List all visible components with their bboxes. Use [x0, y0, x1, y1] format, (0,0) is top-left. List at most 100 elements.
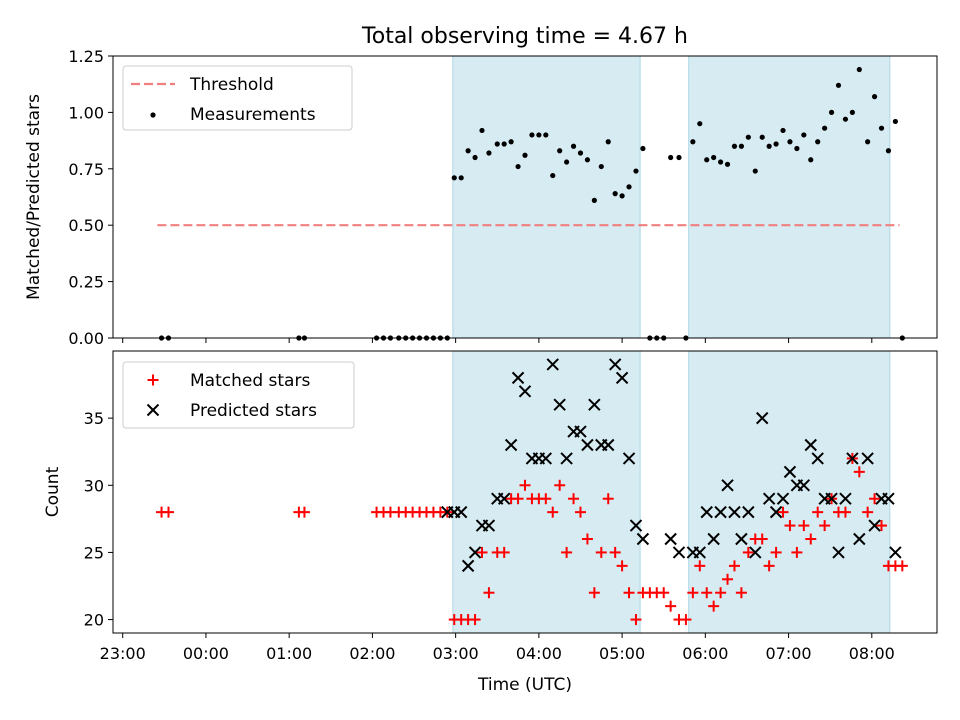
matched-star-marker — [476, 546, 488, 558]
cross-b — [861, 452, 874, 465]
measurement-point — [605, 139, 611, 145]
legend-threshold-label: Threshold — [189, 75, 274, 95]
predicted-star-marker — [482, 519, 496, 532]
measurement-point — [822, 125, 828, 131]
cross-b — [832, 546, 845, 559]
predicted-star-marker — [839, 492, 852, 505]
cross-b — [728, 505, 741, 519]
predicted-star-marker — [693, 546, 706, 559]
cross-b — [581, 438, 594, 452]
legend-box — [122, 361, 355, 429]
measurement-point — [676, 154, 682, 161]
matched-star-marker — [742, 546, 754, 558]
measurement-point — [731, 143, 738, 149]
matched-star-marker — [512, 493, 524, 505]
cross-b — [482, 519, 496, 532]
top-x-axis — [122, 338, 873, 343]
cross-b — [882, 492, 895, 505]
matched-star-marker — [839, 506, 851, 518]
cross-b — [546, 358, 559, 371]
bottom-x-axis-label: Time (UTC) — [477, 675, 572, 695]
predicted-star-marker — [511, 371, 525, 385]
shaded-span-2 — [688, 55, 891, 339]
measurement-point — [501, 141, 507, 147]
measurement-point — [801, 132, 807, 138]
cross-b — [615, 371, 629, 385]
cross-b — [846, 452, 859, 465]
legend-predicted-label: Predicted stars — [190, 401, 317, 421]
measurement-point — [584, 157, 591, 163]
predicted-star-marker — [776, 492, 790, 505]
cross-b — [574, 425, 587, 438]
cross-b — [693, 546, 706, 559]
cross-b — [461, 559, 475, 573]
cross-b — [797, 479, 811, 492]
matched-star-marker — [777, 506, 789, 518]
y-tick-label: 1.00 — [68, 103, 104, 122]
cross-b — [742, 505, 755, 519]
predicted-star-marker — [882, 492, 895, 505]
cross-b — [889, 546, 902, 559]
measurement-point — [591, 197, 597, 203]
predicted-star-marker — [454, 505, 468, 519]
matched-star-marker — [798, 520, 810, 532]
predicted-star-marker — [629, 519, 643, 532]
predicted-star-marker — [797, 479, 811, 492]
bottom-panel: 20 25 30 35 23:00 00:00 01:00 02:00 03:00 04:00 0… — [43, 350, 938, 695]
cross-b — [636, 532, 650, 546]
matched-star-marker — [602, 493, 614, 505]
measurement-point — [724, 161, 731, 167]
legend-predicted-swatch — [146, 403, 160, 417]
cross-b — [454, 505, 468, 519]
top-axes-frame — [112, 55, 938, 339]
matched-star-marker — [561, 546, 573, 558]
cross-b — [825, 492, 838, 505]
measurement-point — [842, 116, 849, 122]
measurement-point — [529, 132, 535, 138]
matched-star-marker — [609, 546, 621, 558]
cross-b — [539, 452, 553, 465]
measurement-point — [515, 163, 521, 170]
y-tick-label: 0.75 — [68, 160, 104, 179]
measurement-point — [773, 141, 779, 147]
predicted-star-marker — [574, 425, 587, 438]
matched-star-marker — [588, 587, 600, 599]
cross-b — [868, 519, 881, 532]
predicted-star-marker — [721, 479, 734, 492]
predicted-star-marker — [672, 546, 686, 559]
predicted-star-marker — [518, 385, 532, 398]
matched-star-marker — [616, 560, 628, 572]
predicted-star-marker — [664, 532, 677, 546]
predicted-star-marker — [622, 452, 636, 465]
y-tick-label: 0.50 — [68, 216, 104, 235]
measurement-point — [828, 109, 835, 115]
legend-measurements-label: Measurements — [190, 105, 316, 125]
measurement-point — [522, 152, 528, 158]
matched-star-marker — [630, 614, 642, 626]
top-shaded-spans — [452, 55, 891, 339]
y-tick-label: 1.25 — [68, 47, 104, 66]
matched-star-marker — [519, 479, 531, 491]
measurement-point — [892, 118, 898, 125]
cross-b — [762, 492, 776, 505]
predicted-star-marker — [811, 452, 824, 465]
predicted-star-marker — [615, 371, 629, 385]
x-tick-label: 03:00 — [433, 644, 479, 663]
measurement-point — [465, 148, 471, 154]
x-tick-label: 06:00 — [682, 644, 728, 663]
measurement-point — [598, 163, 604, 170]
matched-star-marker — [469, 614, 481, 626]
measurement-point — [787, 139, 793, 145]
cross-b — [700, 505, 713, 519]
measurement-point — [794, 145, 800, 152]
predicted-star-marker — [742, 505, 755, 519]
matched-star-marker — [483, 587, 495, 599]
predicted-star-marker — [769, 505, 783, 519]
measurement-point — [458, 175, 464, 181]
matched-star-marker — [722, 573, 734, 585]
x-tick-label: 01:00 — [266, 644, 312, 663]
predicted-star-marker — [749, 546, 762, 559]
measurement-point — [508, 139, 514, 145]
matched-star-marker — [784, 520, 796, 532]
cross-b — [853, 532, 866, 546]
